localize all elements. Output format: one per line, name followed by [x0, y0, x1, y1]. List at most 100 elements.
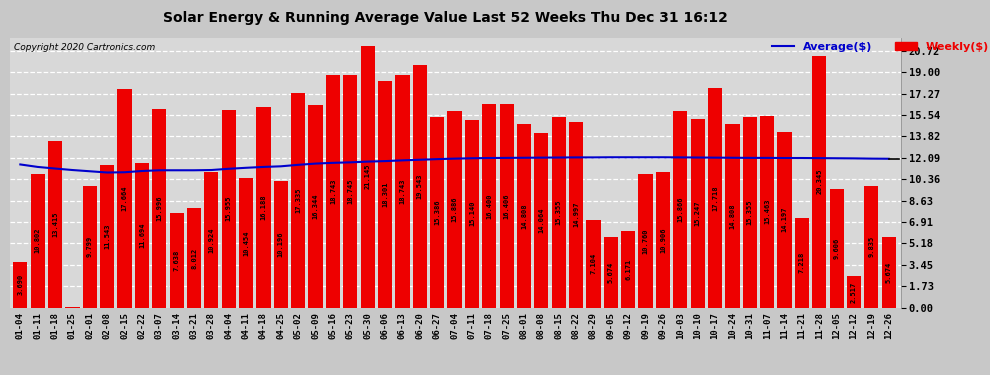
- Bar: [360, 46, 375, 308]
- Text: 17.718: 17.718: [712, 185, 718, 210]
- Text: 14.197: 14.197: [781, 207, 787, 232]
- Text: 7.218: 7.218: [799, 252, 805, 273]
- Bar: [100, 165, 114, 308]
- Bar: [621, 231, 636, 308]
- Bar: [83, 186, 97, 308]
- Bar: [760, 116, 774, 308]
- Bar: [655, 172, 670, 308]
- Bar: [864, 186, 878, 308]
- Bar: [152, 110, 166, 308]
- Bar: [464, 120, 479, 308]
- Text: 10.760: 10.760: [643, 228, 648, 254]
- Bar: [187, 208, 201, 308]
- Bar: [31, 174, 45, 308]
- Text: 15.247: 15.247: [695, 200, 701, 226]
- Text: 18.745: 18.745: [347, 178, 353, 204]
- Bar: [673, 111, 687, 308]
- Bar: [118, 89, 132, 308]
- Bar: [239, 178, 253, 308]
- Text: 18.743: 18.743: [330, 178, 336, 204]
- Text: 9.799: 9.799: [87, 236, 93, 258]
- Bar: [135, 163, 149, 308]
- Text: Solar Energy & Running Average Value Last 52 Weeks Thu Dec 31 16:12: Solar Energy & Running Average Value Las…: [163, 11, 728, 25]
- Bar: [413, 66, 427, 308]
- Bar: [273, 181, 288, 308]
- Text: Copyright 2020 Cartronics.com: Copyright 2020 Cartronics.com: [14, 43, 155, 52]
- Bar: [309, 105, 323, 308]
- Text: 14.997: 14.997: [573, 202, 579, 227]
- Text: 17.335: 17.335: [295, 188, 301, 213]
- Text: 3.690: 3.690: [17, 274, 24, 295]
- Bar: [500, 104, 514, 308]
- Bar: [551, 117, 566, 308]
- Bar: [344, 75, 357, 308]
- Text: 9.606: 9.606: [834, 237, 840, 259]
- Text: 15.386: 15.386: [435, 200, 441, 225]
- Bar: [639, 174, 652, 308]
- Text: 10.454: 10.454: [244, 230, 249, 255]
- Text: 10.906: 10.906: [660, 227, 666, 253]
- Text: 13.415: 13.415: [52, 211, 58, 237]
- Text: 10.196: 10.196: [278, 232, 284, 257]
- Bar: [204, 172, 219, 308]
- Bar: [777, 132, 792, 308]
- Bar: [326, 75, 341, 308]
- Text: 15.886: 15.886: [451, 196, 457, 222]
- Text: 15.996: 15.996: [156, 196, 162, 221]
- Text: 21.145: 21.145: [364, 164, 370, 189]
- Text: 15.866: 15.866: [677, 196, 683, 222]
- Bar: [535, 134, 548, 308]
- Text: 7.104: 7.104: [590, 253, 597, 274]
- Text: 2.517: 2.517: [851, 281, 857, 303]
- Bar: [812, 56, 827, 308]
- Text: 14.808: 14.808: [521, 203, 527, 228]
- Bar: [691, 118, 705, 308]
- Bar: [256, 107, 270, 307]
- Text: 19.543: 19.543: [417, 174, 423, 199]
- Text: 14.064: 14.064: [539, 208, 545, 233]
- Bar: [742, 117, 757, 308]
- Text: 16.400: 16.400: [486, 193, 492, 219]
- Text: 5.674: 5.674: [608, 262, 614, 283]
- Bar: [48, 141, 62, 308]
- Bar: [482, 104, 496, 308]
- Bar: [604, 237, 618, 308]
- Text: 16.406: 16.406: [504, 193, 510, 219]
- Text: 18.743: 18.743: [399, 178, 406, 204]
- Bar: [378, 81, 392, 308]
- Bar: [447, 111, 461, 308]
- Text: 11.694: 11.694: [139, 222, 145, 248]
- Text: 20.345: 20.345: [817, 169, 823, 194]
- Bar: [395, 75, 410, 308]
- Bar: [846, 276, 861, 308]
- Bar: [708, 88, 722, 308]
- Text: 15.355: 15.355: [746, 200, 752, 225]
- Bar: [795, 218, 809, 308]
- Text: 10.802: 10.802: [35, 228, 41, 254]
- Bar: [169, 213, 184, 308]
- Bar: [882, 237, 896, 308]
- Text: 16.344: 16.344: [313, 194, 319, 219]
- Bar: [13, 262, 28, 308]
- Text: 14.808: 14.808: [730, 203, 736, 228]
- Bar: [517, 124, 531, 308]
- Text: 15.463: 15.463: [764, 199, 770, 225]
- Bar: [291, 93, 305, 308]
- Text: 17.664: 17.664: [122, 185, 128, 211]
- Text: 9.835: 9.835: [868, 236, 874, 257]
- Text: 10.924: 10.924: [208, 227, 215, 253]
- Bar: [586, 219, 601, 308]
- Bar: [830, 189, 843, 308]
- Text: 8.012: 8.012: [191, 247, 197, 268]
- Bar: [569, 122, 583, 308]
- Text: 18.301: 18.301: [382, 182, 388, 207]
- Legend: Average($), Weekly($): Average($), Weekly($): [767, 38, 990, 57]
- Text: 7.638: 7.638: [173, 250, 179, 271]
- Bar: [222, 110, 236, 308]
- Text: 5.674: 5.674: [886, 262, 892, 283]
- Bar: [726, 124, 740, 308]
- Bar: [430, 117, 445, 308]
- Text: 15.355: 15.355: [555, 200, 561, 225]
- Text: 15.955: 15.955: [226, 196, 232, 222]
- Text: 11.543: 11.543: [104, 223, 110, 249]
